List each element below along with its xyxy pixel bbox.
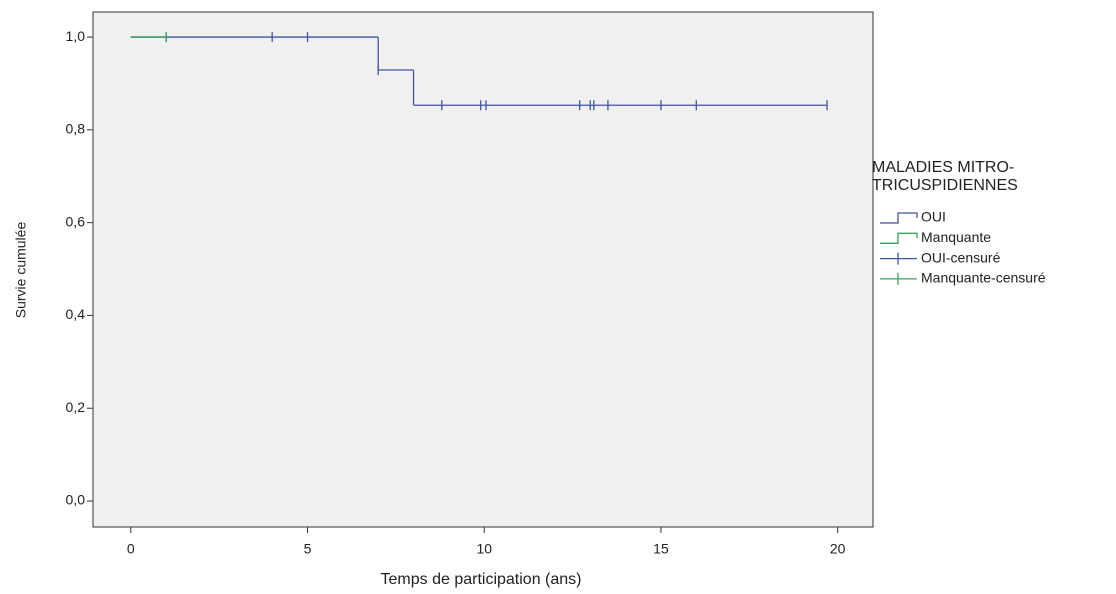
- y-tick-label: 0,6: [66, 213, 86, 229]
- legend-label: OUI: [921, 209, 946, 225]
- legend-symbol: [880, 212, 918, 224]
- legend-label: OUI-censuré: [921, 249, 1001, 265]
- y-tick-label: 0,8: [66, 121, 86, 137]
- x-axis-label: Temps de participation (ans): [381, 571, 582, 588]
- legend-symbol: [880, 232, 918, 244]
- y-tick-label: 0,2: [66, 399, 86, 415]
- y-tick-label: 0,4: [66, 306, 86, 322]
- x-tick-label: 5: [304, 541, 312, 557]
- legend-title: TRICUSPIDIENNES: [872, 177, 1018, 194]
- legend-label: Manquante-censuré: [921, 270, 1046, 286]
- x-tick-label: 10: [476, 541, 492, 557]
- legend-title: MALADIES MITRO-: [872, 159, 1014, 176]
- y-tick-label: 0,0: [66, 492, 86, 508]
- x-tick-label: 0: [127, 541, 135, 557]
- x-tick-label: 20: [830, 541, 846, 557]
- y-axis-label: Survie cumulée: [13, 222, 29, 319]
- y-tick-label: 1,0: [66, 28, 86, 44]
- plot-area: [92, 11, 874, 528]
- x-tick-label: 15: [653, 541, 669, 557]
- legend-label: Manquante: [921, 229, 991, 245]
